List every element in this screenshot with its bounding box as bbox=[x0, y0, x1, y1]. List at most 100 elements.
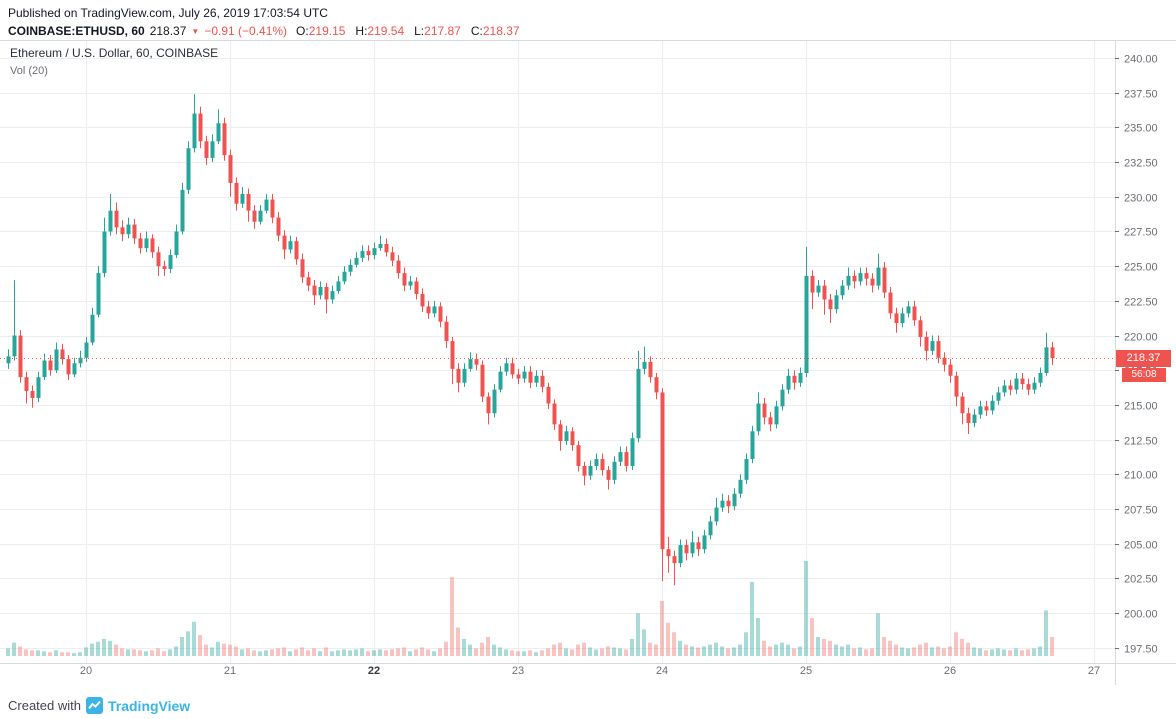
candle bbox=[270, 194, 275, 224]
candle bbox=[90, 307, 95, 346]
candle bbox=[918, 316, 923, 347]
candle bbox=[48, 354, 53, 376]
candle bbox=[588, 460, 593, 480]
candle bbox=[996, 386, 1001, 405]
candle bbox=[708, 515, 713, 540]
tradingview-link[interactable]: TradingView bbox=[107, 697, 191, 714]
price-axis-label: 237.50 bbox=[1124, 89, 1158, 101]
candle bbox=[444, 316, 449, 349]
price-axis-label: 222.50 bbox=[1124, 297, 1158, 309]
candle bbox=[132, 218, 137, 244]
candle bbox=[60, 343, 65, 365]
volume-series bbox=[6, 561, 1054, 656]
candle bbox=[894, 307, 899, 333]
time-axis[interactable]: 20 21 22 23 24 25 26 27 bbox=[80, 665, 1100, 677]
candle bbox=[354, 252, 359, 268]
ohlc-readout: O:219.15 H:219.54 L:217.87 C:218.37 bbox=[296, 24, 520, 38]
time-axis-label: 23 bbox=[512, 665, 524, 677]
candle bbox=[600, 453, 605, 476]
price-axis-label: 212.50 bbox=[1124, 436, 1158, 448]
candle bbox=[612, 456, 617, 485]
candle bbox=[606, 465, 611, 490]
candle bbox=[714, 497, 719, 526]
candle bbox=[738, 474, 743, 498]
candle bbox=[54, 342, 59, 374]
candle bbox=[162, 260, 167, 276]
candle bbox=[318, 281, 323, 300]
candle bbox=[870, 273, 875, 293]
candle bbox=[192, 94, 197, 153]
candle bbox=[960, 392, 965, 425]
candle bbox=[720, 493, 725, 512]
candle bbox=[6, 349, 11, 369]
time-axis-label: 22 bbox=[368, 665, 380, 677]
symbol-bar: COINBASE:ETHUSD, 60 218.37 ▼ −0.91 (−0.4… bbox=[0, 20, 1176, 38]
candle bbox=[18, 329, 23, 383]
candle bbox=[780, 384, 785, 411]
candle bbox=[324, 282, 329, 314]
candle bbox=[450, 336, 455, 385]
candle bbox=[348, 259, 353, 276]
candle bbox=[828, 293, 833, 324]
price-axis-label: 207.50 bbox=[1124, 505, 1158, 517]
candle bbox=[1014, 373, 1019, 394]
chart-canvas[interactable]: 197.50 200.00 202.50 205.00 207.50 210.00 212.… bbox=[0, 40, 1176, 685]
candle bbox=[120, 220, 125, 242]
candle bbox=[474, 353, 479, 371]
candle bbox=[42, 353, 47, 380]
ohlc-close: C:218.37 bbox=[470, 24, 520, 38]
candle bbox=[564, 425, 569, 446]
price-axis-label: 202.50 bbox=[1124, 574, 1158, 586]
bar-countdown-badge: 56:08 bbox=[1122, 367, 1166, 382]
candle bbox=[666, 536, 671, 573]
candle bbox=[948, 359, 953, 383]
candle bbox=[150, 234, 155, 258]
candle bbox=[900, 307, 905, 328]
candle bbox=[486, 392, 491, 425]
candle bbox=[156, 246, 161, 276]
candle bbox=[384, 238, 389, 257]
tradingview-logo-icon[interactable] bbox=[85, 697, 103, 714]
candle bbox=[204, 135, 209, 165]
candle bbox=[684, 539, 689, 561]
candle bbox=[804, 246, 809, 378]
candle bbox=[222, 117, 227, 161]
price-axis-label: 215.00 bbox=[1124, 401, 1158, 413]
price-axis-label: 200.00 bbox=[1124, 609, 1158, 621]
candle bbox=[330, 285, 335, 304]
candle bbox=[114, 202, 119, 235]
candle bbox=[636, 350, 641, 443]
candle bbox=[312, 280, 317, 306]
candle bbox=[540, 370, 545, 393]
down-triangle-icon: ▼ bbox=[191, 27, 200, 36]
candle bbox=[690, 531, 695, 558]
candle bbox=[180, 182, 185, 235]
candle bbox=[246, 188, 251, 222]
candle bbox=[174, 224, 179, 258]
candle bbox=[792, 370, 797, 390]
candle bbox=[678, 539, 683, 568]
chart-area[interactable]: 197.50 200.00 202.50 205.00 207.50 210.00 212.… bbox=[0, 40, 1176, 685]
candle bbox=[522, 366, 527, 383]
candle bbox=[366, 245, 371, 261]
candle bbox=[498, 366, 503, 393]
candle bbox=[360, 245, 365, 263]
candle bbox=[504, 357, 509, 376]
candle bbox=[834, 289, 839, 314]
candle bbox=[822, 280, 827, 315]
candle bbox=[492, 384, 497, 418]
candle bbox=[78, 350, 83, 368]
candle bbox=[258, 205, 263, 225]
footer: Created with TradingView bbox=[0, 685, 1176, 714]
candle bbox=[84, 336, 89, 362]
candle bbox=[924, 331, 929, 361]
candle bbox=[510, 357, 515, 379]
price-axis[interactable]: 197.50 200.00 202.50 205.00 207.50 210.00 212.… bbox=[1115, 54, 1158, 656]
candle bbox=[108, 194, 113, 236]
last-price-badge: 218.37 bbox=[1116, 349, 1171, 367]
candle bbox=[528, 366, 533, 389]
candle bbox=[732, 488, 737, 511]
candle bbox=[1032, 377, 1037, 394]
candle bbox=[618, 446, 623, 466]
